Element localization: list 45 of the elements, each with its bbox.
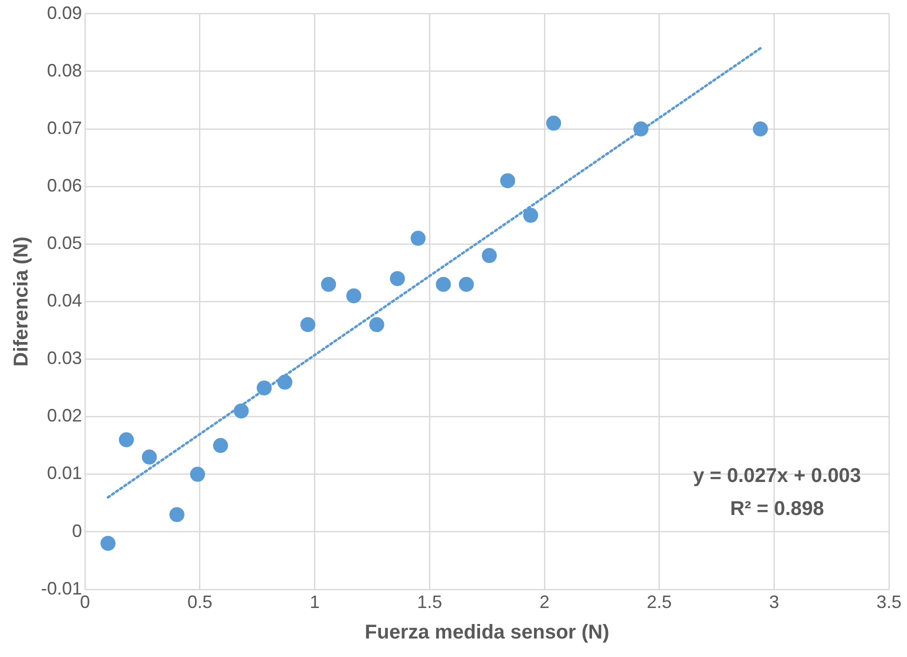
y-tick-label: 0.05 <box>46 233 82 254</box>
x-tick-label: 1 <box>310 592 320 612</box>
point <box>546 116 562 131</box>
y-tick-label: 0.03 <box>46 348 82 368</box>
point <box>234 403 249 418</box>
point <box>142 450 157 465</box>
y-tick-label: 0.07 <box>46 118 82 138</box>
point <box>256 380 272 396</box>
y-tick-label: 0.02 <box>46 406 82 426</box>
annotation: y = 0.027x + 0.003 <box>693 464 861 487</box>
point <box>369 317 384 332</box>
x-tick-label: 2 <box>539 592 550 612</box>
y-axis-title: Diferencia (N) <box>10 236 33 367</box>
y-tick-label: 0.09 <box>46 2 82 23</box>
point <box>410 230 426 246</box>
x-tick-label: 1.5 <box>417 592 442 612</box>
point <box>277 374 292 390</box>
point <box>633 121 648 136</box>
x-axis-title: Fuerza medida sensor (N) <box>364 622 610 644</box>
point <box>300 317 316 332</box>
x-tick-label: 3 <box>769 592 780 612</box>
point <box>321 276 336 292</box>
y-tick-label: 0.08 <box>46 60 82 80</box>
point <box>346 288 362 304</box>
point <box>436 276 451 292</box>
y-tick-label: 0.01 <box>46 463 82 484</box>
point <box>482 248 497 264</box>
y-tick-label: 0.04 <box>46 290 82 311</box>
point <box>169 507 184 522</box>
point <box>458 276 474 292</box>
point <box>213 438 228 453</box>
point <box>500 173 516 188</box>
point <box>118 432 134 448</box>
y-tick-label: -0.01 <box>40 578 82 598</box>
point <box>752 121 768 136</box>
annotation: R² = 0.898 <box>730 498 824 520</box>
x-tick-label: 3.5 <box>876 592 902 612</box>
x-tick-label: 0.5 <box>187 592 212 612</box>
y-tick-label: 0.06 <box>46 175 82 196</box>
y-tick-label: 0 <box>72 520 82 541</box>
point <box>100 536 116 551</box>
point <box>190 466 206 482</box>
x-tick-label: 2.5 <box>646 592 672 612</box>
point <box>523 208 538 223</box>
point <box>390 271 405 286</box>
